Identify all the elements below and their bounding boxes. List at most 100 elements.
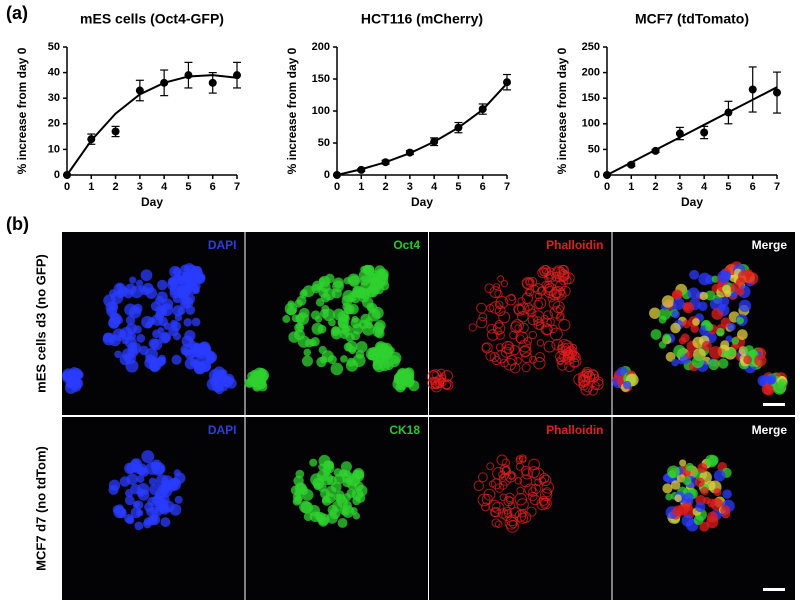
cell (319, 308, 329, 319)
y-tick-label: 250 (582, 41, 600, 53)
cell (145, 287, 158, 299)
cell (345, 359, 359, 372)
cell (348, 303, 359, 315)
row-label: MCF7 d7 (no tdTom) (33, 446, 48, 571)
panel-label: (b) (6, 214, 29, 234)
cell (496, 454, 508, 466)
cell (557, 269, 570, 281)
cell (559, 285, 571, 297)
cell (303, 348, 312, 357)
cell (731, 337, 740, 345)
cell (203, 349, 213, 359)
cell (518, 322, 529, 334)
cell (346, 477, 354, 485)
cell (494, 520, 503, 528)
cell (330, 362, 344, 376)
cell (127, 342, 138, 352)
cell (245, 378, 255, 388)
cell (509, 330, 518, 340)
cell (721, 270, 731, 281)
cell (722, 350, 730, 358)
cell (700, 486, 709, 496)
data-point (135, 86, 144, 95)
cell (533, 299, 543, 310)
y-tick-label: 0 (54, 169, 60, 181)
x-tick-label: 0 (64, 181, 70, 193)
cell (303, 512, 313, 522)
cell (287, 300, 295, 308)
cell (483, 488, 496, 501)
x-tick-label: 1 (88, 181, 94, 193)
cell (183, 318, 192, 327)
cell (534, 478, 542, 487)
data-point (627, 160, 636, 169)
cell (114, 350, 122, 359)
x-tick-label: 1 (358, 181, 364, 193)
cell (528, 487, 538, 497)
cell (498, 470, 506, 479)
cell (661, 295, 675, 308)
cell (153, 461, 161, 470)
cell (194, 361, 205, 372)
cell (580, 383, 593, 396)
cell (509, 344, 520, 356)
cell (776, 381, 785, 390)
cell (121, 337, 129, 345)
cell (126, 516, 135, 525)
y-tick-label: 200 (312, 41, 330, 53)
cell (540, 323, 553, 336)
cell (367, 351, 376, 361)
cell (763, 385, 775, 396)
cell (341, 507, 351, 516)
channel-label: Merge (752, 238, 788, 252)
channel-label: Phalloidin (546, 238, 603, 252)
cell (587, 369, 599, 380)
cell (174, 495, 183, 504)
x-tick-label: 7 (234, 181, 240, 193)
cell (561, 342, 575, 356)
cell (494, 305, 506, 317)
cell (64, 381, 78, 394)
data-point (87, 135, 96, 144)
cell (317, 324, 327, 334)
cell (658, 340, 667, 349)
cell (517, 508, 527, 518)
cell (492, 466, 506, 480)
cell (498, 311, 511, 324)
cell (501, 458, 511, 467)
cell (518, 454, 527, 463)
cell (343, 470, 351, 478)
y-tick-label: 40 (48, 67, 60, 79)
cell (352, 512, 361, 520)
cell (497, 275, 505, 283)
cell (292, 497, 301, 506)
cell (685, 462, 694, 472)
y-tick-label: 10 (48, 143, 60, 155)
cell (393, 376, 402, 384)
cell (543, 340, 556, 353)
cell (503, 495, 514, 507)
cell (490, 506, 502, 518)
x-tick-label: 2 (383, 181, 389, 193)
cell (536, 339, 545, 347)
cell (135, 509, 144, 517)
cell (713, 469, 726, 482)
data-point (675, 129, 684, 138)
cell (316, 512, 327, 523)
cell (473, 480, 485, 492)
cell (194, 273, 206, 285)
data-point (333, 171, 341, 179)
cell (296, 295, 307, 306)
cell (691, 356, 704, 369)
y-tick-label: 150 (582, 92, 600, 104)
cell (62, 374, 71, 383)
cell (181, 296, 194, 309)
cell (718, 358, 729, 369)
cell (492, 356, 502, 366)
cell (311, 283, 321, 294)
cell (309, 339, 317, 347)
cell (173, 332, 181, 341)
cell (300, 501, 314, 514)
cell (102, 332, 114, 343)
cell (519, 511, 532, 523)
